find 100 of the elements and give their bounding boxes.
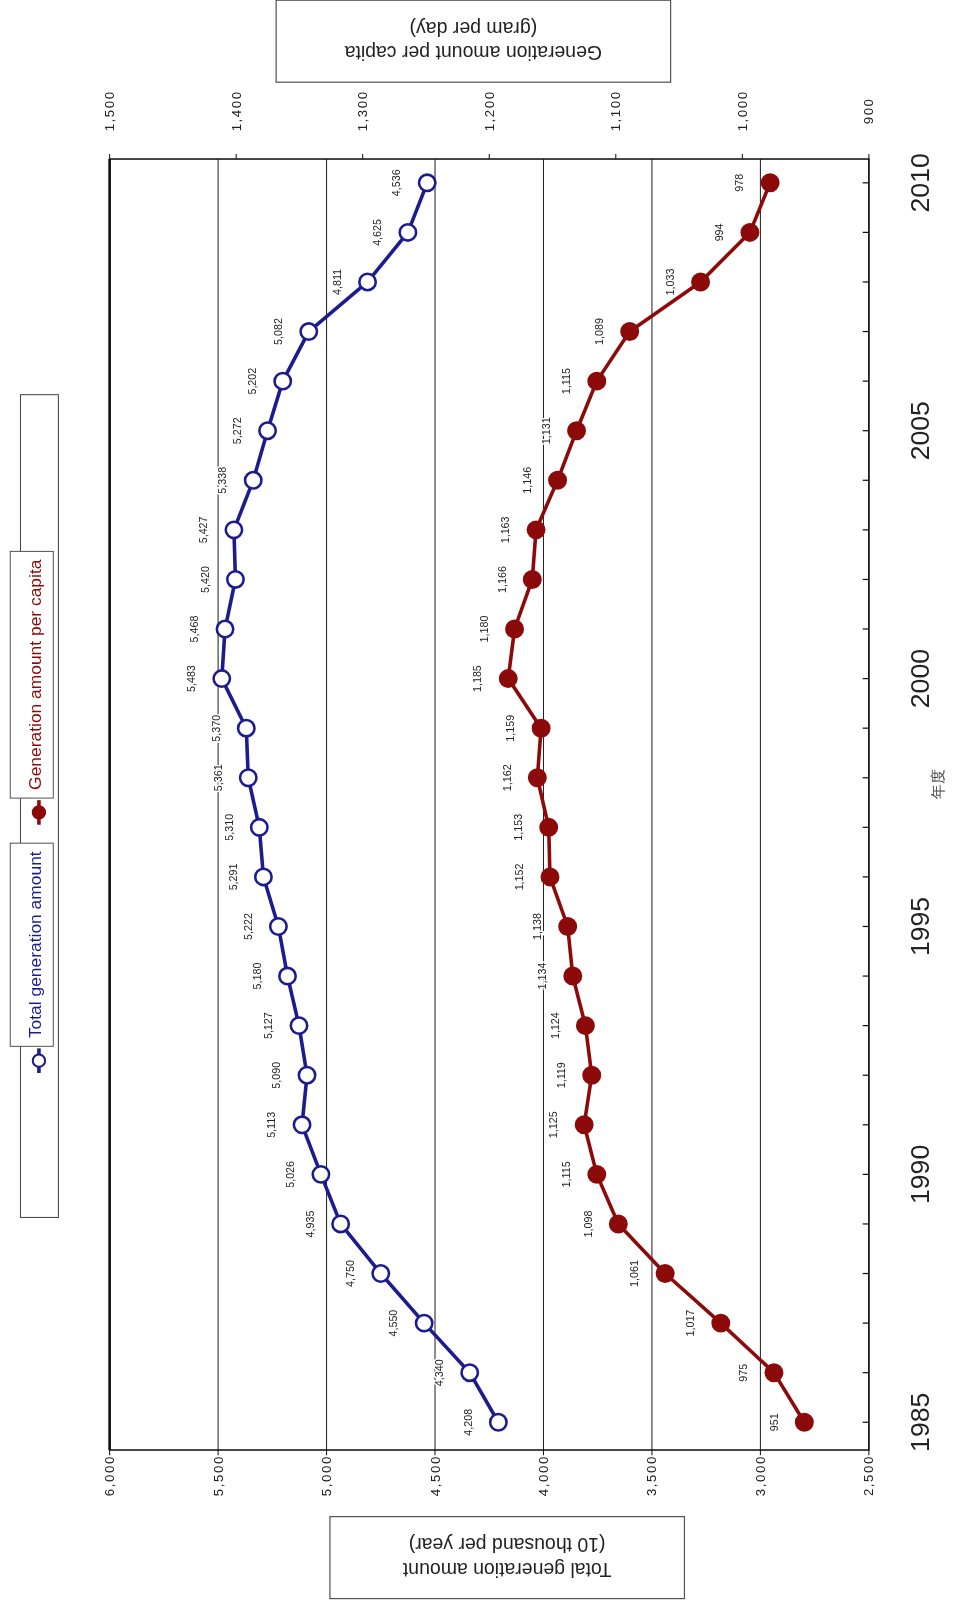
x2-tick-label: 1,300 xyxy=(355,90,371,132)
point xyxy=(249,817,269,837)
point xyxy=(268,917,288,936)
point xyxy=(292,1115,312,1135)
annotation: 1,089 xyxy=(592,318,605,346)
annotation: 1,180 xyxy=(477,615,490,643)
y-tick-label: 2000 xyxy=(905,648,936,709)
x-tick-label: 5,000 xyxy=(319,1455,335,1497)
point xyxy=(371,1264,391,1283)
x2-tick-label: 1,100 xyxy=(608,90,624,132)
y-tick-label: 1985 xyxy=(905,1392,936,1452)
y-tick-label: 1990 xyxy=(905,1144,936,1204)
annotation: 994 xyxy=(713,223,726,242)
annotation: 4,536 xyxy=(390,169,403,197)
annotation: 5,420 xyxy=(198,565,211,593)
x2-tick-label: 1,500 xyxy=(102,90,118,132)
annotation: 5,180 xyxy=(250,962,263,990)
annotation: 1,124 xyxy=(548,1012,561,1040)
x-tick-label: 2,500 xyxy=(861,1455,877,1497)
annotation: 1,146 xyxy=(520,466,533,494)
x-tick-label: 6,000 xyxy=(102,1455,118,1497)
point xyxy=(238,768,258,788)
annotation: 1,125 xyxy=(547,1111,560,1139)
point xyxy=(488,1412,508,1432)
annotation: 4,935 xyxy=(303,1210,316,1238)
y-tick-label: 2005 xyxy=(905,401,936,461)
annotation: 1,162 xyxy=(500,764,513,792)
annotation: 1,153 xyxy=(511,813,524,841)
point xyxy=(253,867,273,887)
annotation: 1,061 xyxy=(628,1260,641,1287)
annotation: 5,222 xyxy=(241,913,254,940)
annotation: 4,811 xyxy=(330,268,343,296)
annotation: 4,340 xyxy=(432,1359,445,1387)
point xyxy=(358,272,378,292)
annotation: 975 xyxy=(737,1363,750,1382)
annotation: 1,098 xyxy=(581,1210,594,1238)
y-axis-title: 年度 xyxy=(929,769,947,800)
point xyxy=(225,569,245,589)
x2-axis-title: Generation amount per capita (gram per day) xyxy=(344,17,603,65)
point xyxy=(331,1214,351,1234)
point xyxy=(258,421,278,441)
annotation: 4,208 xyxy=(461,1408,474,1436)
annotation: 4,625 xyxy=(371,218,384,246)
annotation: 5,113 xyxy=(265,1111,278,1138)
point xyxy=(289,1016,309,1036)
legend-item: Generation amount per capita xyxy=(9,550,54,825)
annotation: 1,152 xyxy=(513,863,526,891)
annotation: 5,082 xyxy=(272,318,285,346)
point xyxy=(273,371,293,391)
annotation: 5,468 xyxy=(188,615,201,643)
annotation: 1,115 xyxy=(560,1161,573,1188)
annotation: 1,115 xyxy=(560,368,573,395)
annotation: 5,427 xyxy=(197,516,210,544)
x-tick-label: 3,500 xyxy=(644,1455,660,1497)
annotation: 1,134 xyxy=(536,962,549,990)
x-tick-label: 4,000 xyxy=(535,1455,551,1497)
point xyxy=(243,470,263,490)
annotation: 5,202 xyxy=(246,367,258,395)
annotation: 1,185 xyxy=(471,665,484,693)
point xyxy=(299,322,319,342)
annotation: 1,033 xyxy=(663,268,676,296)
point xyxy=(278,966,297,986)
x-tick-label: 4,500 xyxy=(427,1455,443,1497)
annotation: 5,338 xyxy=(216,466,229,494)
point xyxy=(297,1065,317,1085)
point xyxy=(460,1363,480,1383)
x2-tick-label: 1,200 xyxy=(481,90,497,132)
annotation: 1,159 xyxy=(504,714,517,742)
annotation: 951 xyxy=(767,1413,780,1432)
annotation: 5,090 xyxy=(270,1061,283,1089)
y-tick-label: 2010 xyxy=(905,153,936,213)
point xyxy=(215,619,235,639)
annotation: 4,550 xyxy=(387,1309,400,1337)
point xyxy=(224,520,244,540)
annotation: 5,361 xyxy=(211,764,224,792)
annotation: 4,750 xyxy=(344,1260,357,1287)
annotation: 5,310 xyxy=(222,813,235,841)
x-axis-title: Total generation amount (10 thousand per year) xyxy=(402,1534,612,1581)
x2-tick-label: 1,400 xyxy=(228,90,244,132)
point xyxy=(212,669,232,689)
annotation: 5,291 xyxy=(226,863,239,891)
point xyxy=(311,1164,331,1184)
annotation: 5,026 xyxy=(284,1160,297,1188)
x-tick-label: 3,000 xyxy=(752,1455,768,1497)
annotation: 1,119 xyxy=(555,1062,567,1089)
annotation: 978 xyxy=(733,173,746,192)
annotation: 5,272 xyxy=(230,417,243,445)
point xyxy=(236,718,256,738)
annotation: 5,370 xyxy=(209,714,222,742)
x2-tick-label: 1,000 xyxy=(734,90,750,132)
point xyxy=(414,1313,434,1333)
annotation: 5,127 xyxy=(262,1012,275,1040)
y-tick-label: 1995 xyxy=(905,896,936,957)
annotation: 1,017 xyxy=(684,1309,697,1337)
annotation: 1,163 xyxy=(499,516,512,544)
point xyxy=(417,173,437,193)
annotation: 5,483 xyxy=(185,665,198,693)
annotation: 1,138 xyxy=(530,913,543,940)
point xyxy=(398,222,418,242)
annotation: 1,131 xyxy=(539,417,552,445)
